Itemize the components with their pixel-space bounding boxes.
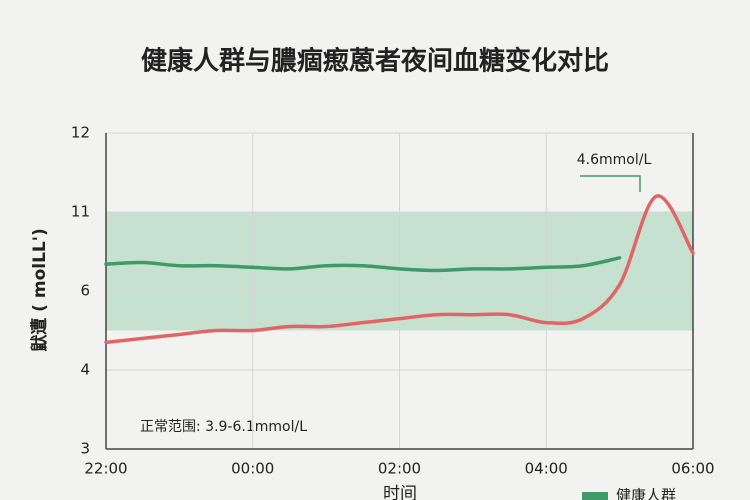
series-line bbox=[104, 256, 622, 273]
x-tick-label: 04:00 bbox=[525, 460, 568, 478]
range-note: 正常范围: 3.9-6.1mmol/L bbox=[140, 418, 307, 435]
x-tick-label: 02:00 bbox=[378, 460, 421, 478]
y-tick-label: 12 bbox=[71, 124, 90, 142]
chart-title: 健康人群与膿痼瘛蒽者夜间血糖变化对比 bbox=[141, 46, 609, 77]
annotation: 4.6mmol/L bbox=[577, 152, 652, 168]
y-tick-label: 6 bbox=[80, 282, 90, 300]
y-tick-label: 11 bbox=[71, 203, 90, 221]
legend-label: 健康人群 bbox=[616, 487, 676, 500]
x-tick-label: 22:00 bbox=[84, 460, 127, 478]
x-tick-label: 00:00 bbox=[231, 460, 274, 478]
y-tick-label: 3 bbox=[80, 440, 90, 458]
y-tick-label: 4 bbox=[80, 361, 90, 379]
x-axis-label: 时间 bbox=[383, 484, 417, 500]
series-line bbox=[104, 194, 695, 345]
legend-swatch bbox=[582, 492, 608, 500]
annotation-leader bbox=[580, 175, 641, 192]
y-axis-label: 鼣遭 ( molLL') bbox=[29, 228, 50, 351]
x-tick-label: 06:00 bbox=[671, 460, 714, 478]
